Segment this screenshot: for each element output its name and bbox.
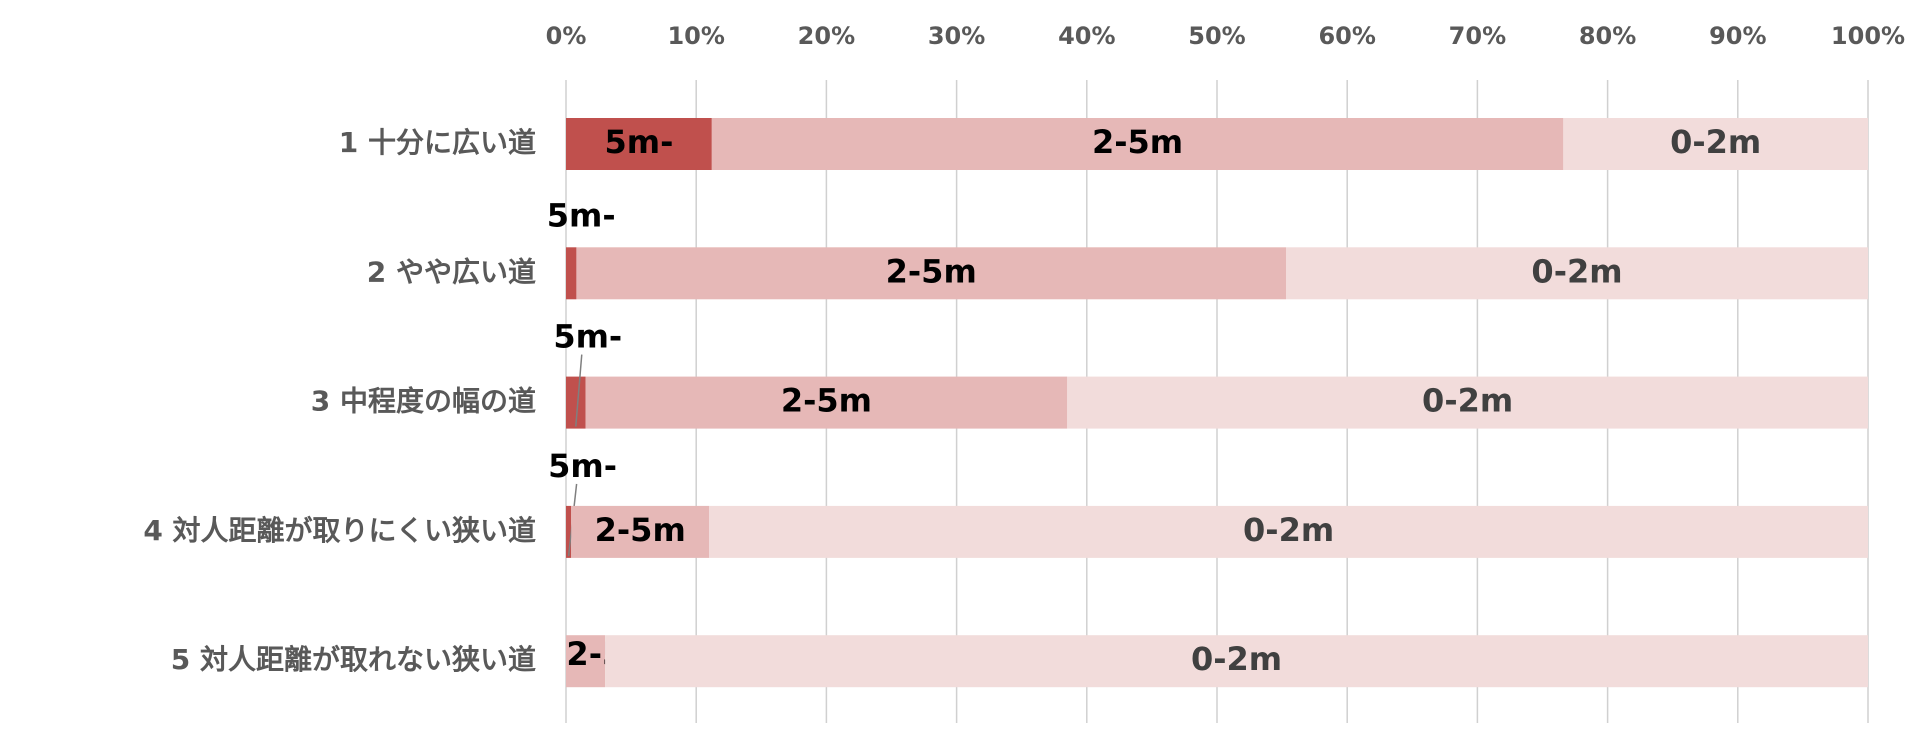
x-tick-label: 90% [1709,22,1766,50]
data-label: 2-5m [781,382,872,420]
data-label: 5m- [604,123,673,161]
x-tick-label: 10% [667,22,724,50]
data-label: 0-2m [1531,252,1622,290]
data-label: 0-2m [1191,640,1282,678]
x-tick-label: 0% [546,22,587,50]
x-tick-label: 100% [1831,22,1905,50]
bar-segment [585,376,1068,429]
x-tick-label: 50% [1188,22,1245,50]
bar-segment [566,247,577,300]
x-tick-label: 80% [1579,22,1636,50]
bar-segment [711,118,1564,170]
bar-segment [566,505,572,558]
leader-line [575,354,583,427]
bar-segment [571,505,710,558]
x-tick-label: 60% [1318,22,1375,50]
bar-segment [1286,247,1868,300]
x-tick-label: 20% [798,22,855,50]
category-label: 4 対人距離が取りにくい狭い道 [143,514,536,547]
category-label: 5 対人距離が取れない狭い道 [171,643,536,676]
data-label: 5m- [547,196,616,234]
x-tick-label: 30% [928,22,985,50]
bar-segment [566,635,606,688]
data-label: 2-5m [1092,123,1183,161]
bar-segment [1067,376,1868,429]
category-label: 1 十分に広い道 [339,126,536,159]
data-label: 5m- [548,447,617,485]
bar-segment [576,247,1287,300]
bar-segment [1563,118,1868,170]
category-label: 2 やや広い道 [367,255,536,288]
bar-segment [566,118,712,170]
x-tick-label: 40% [1058,22,1115,50]
data-label: 0-2m [1243,511,1334,549]
data-label: 2-5m [595,511,686,549]
bar-segment [566,376,586,429]
data-label: 0-2m [1422,382,1513,420]
data-label: 0-2m [1670,123,1761,161]
bar-segment [605,635,1868,688]
data-label: 5m- [553,318,622,356]
bar-segment [709,505,1868,558]
x-tick-label: 70% [1449,22,1506,50]
category-label: 3 中程度の幅の道 [311,385,536,418]
data-label: 2-5m [886,252,977,290]
